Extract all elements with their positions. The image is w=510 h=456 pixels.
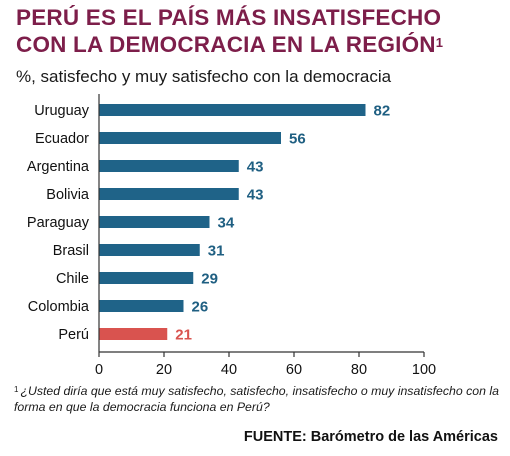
bar — [99, 160, 239, 172]
footnote-marker: 1 — [14, 385, 19, 394]
bar — [99, 188, 239, 200]
bar — [99, 104, 366, 116]
x-tick-label: 100 — [412, 362, 436, 377]
x-tick-label: 40 — [221, 362, 237, 377]
category-label: Paraguay — [27, 215, 90, 231]
title-line-2: CON LA DEMOCRACIA EN LA REGIÓN — [16, 32, 436, 57]
data-label: 34 — [218, 215, 235, 232]
category-label: Uruguay — [34, 103, 90, 119]
category-label: Colombia — [28, 299, 90, 315]
chart-subtitle: %, satisfecho y muy satisfecho con la de… — [16, 67, 392, 86]
x-tick-label: 60 — [286, 362, 302, 377]
data-label: 26 — [192, 299, 209, 316]
footnote-text: ¿Usted diría que está muy satisfecho, sa… — [14, 384, 499, 414]
data-label: 21 — [175, 327, 192, 344]
title-line-1: PERÚ ES EL PAÍS MÁS INSATISFECHO — [16, 5, 442, 30]
chart-title: PERÚ ES EL PAÍS MÁS INSATISFECHO CON LA … — [16, 4, 506, 58]
data-label: 43 — [247, 159, 264, 176]
data-label: 29 — [201, 271, 218, 288]
bar-chart: Uruguay 82 Ecuador 56 Argentina 43 Bolivia 43 Pa… — [27, 94, 436, 377]
x-tick-label: 0 — [95, 362, 103, 377]
category-label: Argentina — [27, 159, 90, 175]
bar — [99, 244, 200, 256]
bar — [99, 132, 281, 144]
footnote: 1 ¿Usted diría que está muy satisfecho, s… — [14, 383, 504, 415]
data-label: 31 — [208, 243, 225, 260]
data-label: 82 — [374, 103, 391, 120]
category-label: Ecuador — [35, 131, 89, 147]
category-label: Chile — [56, 271, 89, 287]
data-label: 56 — [289, 131, 306, 148]
x-tick-label: 80 — [351, 362, 367, 377]
source-note: FUENTE: Barómetro de las Américas — [243, 429, 498, 445]
data-label: 43 — [247, 187, 264, 204]
category-label: Perú — [58, 327, 89, 343]
category-label: Brasil — [53, 243, 89, 259]
x-tick-label: 20 — [156, 362, 172, 377]
category-label: Bolivia — [46, 187, 90, 203]
title-footnote-marker: 1 — [435, 35, 444, 50]
bar — [99, 300, 184, 312]
bar — [99, 328, 168, 340]
bar — [99, 216, 210, 228]
bar — [99, 272, 194, 284]
